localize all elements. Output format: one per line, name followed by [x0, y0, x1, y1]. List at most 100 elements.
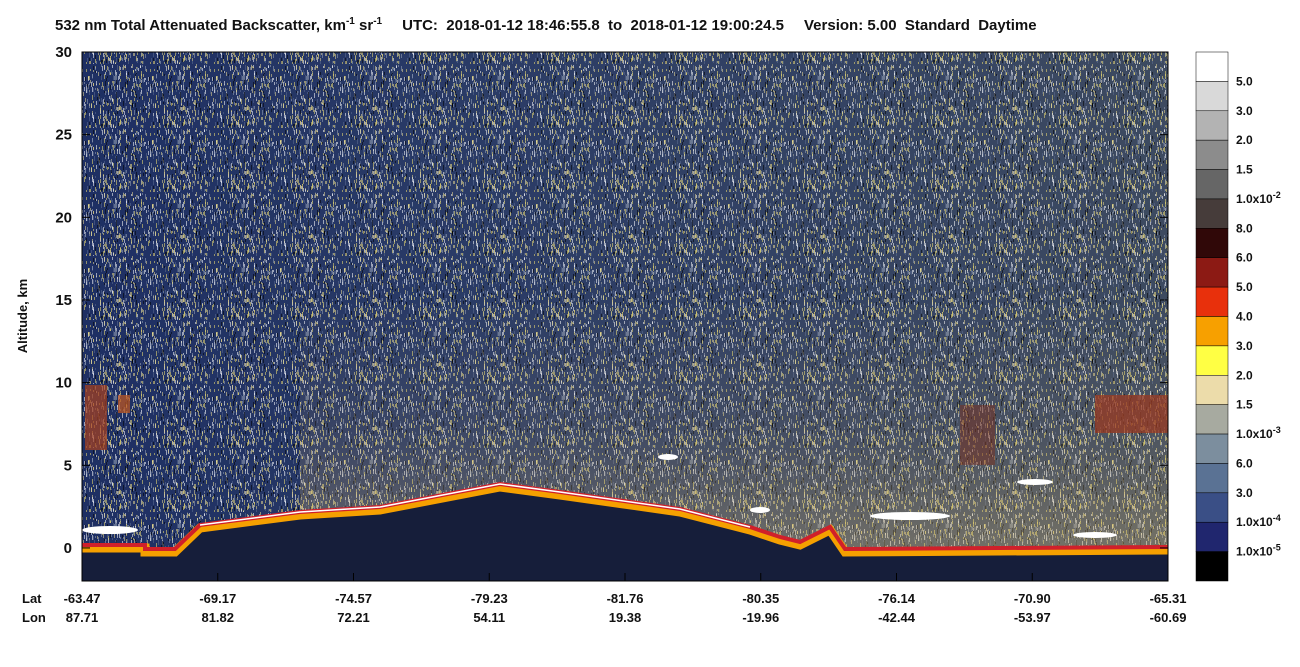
colorbar-label-text: 5.0	[1236, 74, 1253, 88]
colorbar-swatch	[1195, 521, 1229, 552]
colorbar-swatch	[1195, 228, 1229, 258]
colorbar-label-text: 1.0x10	[1236, 192, 1273, 206]
y-tick-label: 20	[55, 209, 72, 226]
colorbar-swatch	[1195, 257, 1229, 288]
title-sup: -1	[346, 16, 355, 27]
colorbar-label: 5.0	[1236, 280, 1253, 294]
title-text: sr	[355, 17, 374, 34]
colorbar-label-text: 8.0	[1236, 221, 1253, 235]
x-tick-label-lon: -60.69	[1150, 610, 1187, 625]
cloud-layer	[82, 526, 138, 534]
colorbar-label: 4.0	[1236, 310, 1253, 324]
cloud-patch	[118, 395, 130, 413]
x-tick-label-lat: -69.17	[199, 591, 236, 606]
row-label: Lon	[22, 610, 46, 625]
cloud-layer	[870, 512, 950, 520]
colorbar-label: 1.5	[1236, 398, 1253, 412]
y-tick-label: 5	[64, 457, 72, 474]
x-tick-label-lat: -74.57	[335, 591, 372, 606]
colorbar-label-text: 2.0	[1236, 368, 1253, 382]
colorbar-label-text: 1.0x10	[1236, 545, 1273, 559]
colorbar-label: 8.0	[1236, 221, 1253, 235]
colorbar-swatch	[1195, 433, 1229, 464]
x-tick-label-lat: -80.35	[742, 591, 779, 606]
colorbar-label-text: 3.0	[1236, 339, 1253, 353]
colorbar-label: 3.0	[1236, 486, 1253, 500]
colorbar-label: 1.0x10-4	[1236, 513, 1281, 529]
colorbar-swatch	[1195, 316, 1229, 347]
colorbar-swatch	[1195, 169, 1229, 200]
title-text: 532 nm Total Attenuated Backscatter, km	[55, 17, 346, 34]
x-tick-label-lon: -42.44	[878, 610, 916, 625]
colorbar-label-text: 6.0	[1236, 251, 1253, 265]
version-info: Version: 5.00 Standard Daytime	[804, 17, 1037, 34]
colorbar-swatch	[1195, 139, 1229, 170]
cloud-layer	[1073, 532, 1117, 538]
cloud-layer	[1017, 479, 1053, 485]
colorbar-swatch	[1195, 492, 1229, 523]
colorbar-label: 6.0	[1236, 456, 1253, 470]
colorbar-label: 1.5	[1236, 163, 1253, 177]
colorbar-label-exp: -5	[1273, 543, 1281, 553]
plot-image	[82, 52, 1169, 581]
cloud-patch	[1095, 395, 1168, 433]
colorbar-swatch	[1195, 198, 1229, 229]
x-tick-label-lon: 81.82	[201, 610, 234, 625]
y-tick-label: 10	[55, 375, 72, 392]
x-tick-label-lat: -81.76	[607, 591, 644, 606]
chart-title: 532 nm Total Attenuated Backscatter, km-…	[55, 16, 1037, 34]
colorbar-label: 6.0	[1236, 251, 1253, 265]
x-tick-label-lon: 19.38	[609, 610, 642, 625]
surface-highlight	[199, 483, 751, 528]
cloud-patch	[960, 405, 995, 465]
colorbar-label-text: 1.5	[1236, 398, 1253, 412]
colorbar-label: 1.0x10-2	[1236, 190, 1281, 206]
title-sup: -1	[373, 16, 382, 27]
cloud-layer	[750, 507, 770, 513]
y-tick-label: 0	[64, 540, 72, 557]
x-tick-label-lat: -79.23	[471, 591, 508, 606]
x-tick-label-lon: 87.71	[66, 610, 99, 625]
colorbar-label-exp: -3	[1273, 425, 1281, 435]
x-tick-label-lat: -63.47	[64, 591, 101, 606]
colorbar-swatch	[1195, 463, 1229, 494]
colorbar-label-text: 1.0x10	[1236, 427, 1273, 441]
colorbar-swatch	[1195, 81, 1229, 112]
y-tick-label: 15	[55, 292, 72, 309]
colorbar-label-text: 1.0x10	[1236, 515, 1273, 529]
colorbar-swatch	[1195, 551, 1229, 582]
row-label: Lat	[22, 591, 42, 606]
below-surface	[82, 487, 1168, 581]
colorbar-label-text: 4.0	[1236, 310, 1253, 324]
colorbar-swatch	[1195, 345, 1229, 376]
x-tick-label-lon: 72.21	[337, 610, 370, 625]
colorbar-swatch	[1195, 404, 1229, 435]
y-tick-label: 25	[55, 127, 72, 144]
x-tick-label-lon: 54.11	[473, 610, 505, 625]
x-tick-label-lat: -76.14	[878, 591, 916, 606]
colorbar-label: 5.0	[1236, 74, 1253, 88]
cloud-patch	[85, 385, 107, 450]
colorbar-label-exp: -2	[1273, 190, 1281, 200]
colorbar-swatch	[1195, 375, 1229, 405]
colorbar-label: 1.0x10-5	[1236, 543, 1281, 559]
colorbar-label-text: 3.0	[1236, 104, 1253, 118]
colorbar-swatch	[1195, 51, 1229, 82]
surface-glow	[82, 482, 1169, 557]
colorbar-label: 2.0	[1236, 368, 1253, 382]
x-tick-label-lon: -53.97	[1014, 610, 1051, 625]
colorbar-label-text: 6.0	[1236, 456, 1253, 470]
colorbar-label-text: 1.5	[1236, 163, 1253, 177]
x-tick-label-lat: -65.31	[1150, 591, 1187, 606]
y-axis-label: Altitude, km	[15, 279, 30, 353]
utc-range: UTC: 2018-01-12 18:46:55.8 to 2018-01-12…	[402, 17, 784, 34]
colorbar-label-text: 2.0	[1236, 133, 1253, 147]
colorbar-label: 1.0x10-3	[1236, 425, 1281, 441]
cloud-layer	[658, 454, 678, 460]
colorbar-label: 3.0	[1236, 339, 1253, 353]
colorbar-label-exp: -4	[1273, 513, 1281, 523]
colorbar-label: 2.0	[1236, 133, 1253, 147]
colorbar-swatch	[1195, 286, 1229, 317]
x-tick-label-lat: -70.90	[1014, 591, 1051, 606]
